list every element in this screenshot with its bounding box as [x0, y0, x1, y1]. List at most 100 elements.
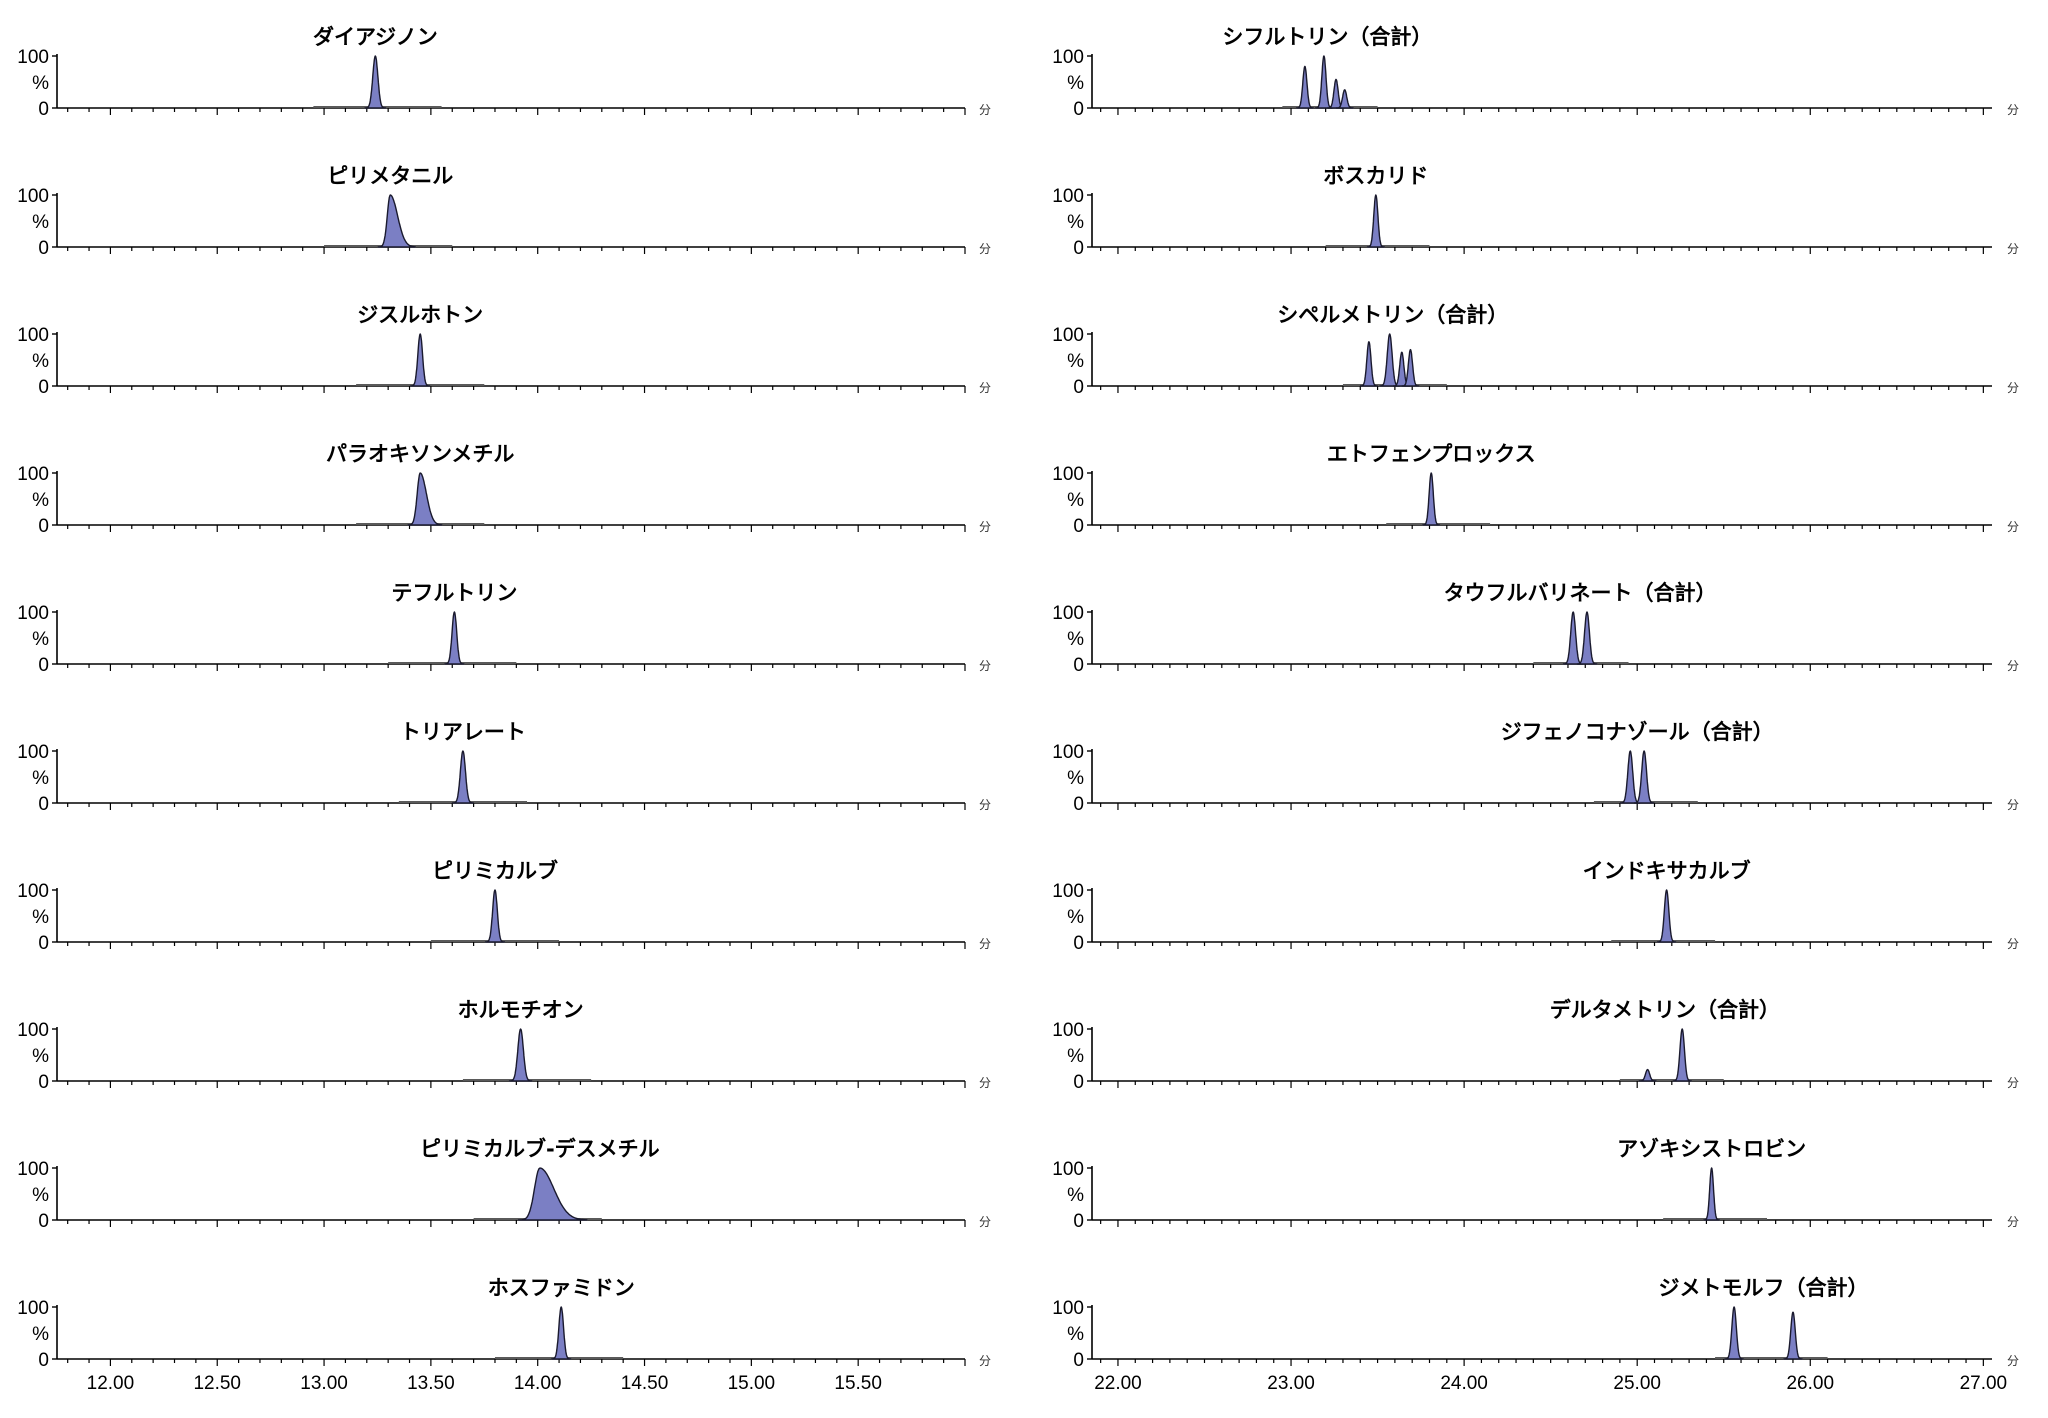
y-label-100: 100: [17, 1159, 49, 1180]
chromatogram-panel: ダイアジノン 100% 0 分: [17, 25, 991, 120]
chromatogram-peak: [1633, 750, 1655, 804]
y-label-0: 0: [1073, 794, 1084, 815]
y-label-100: 100: [17, 1298, 49, 1319]
y-label-percent: %: [1067, 1046, 1084, 1067]
chromatogram-peak: [1619, 750, 1641, 804]
y-label-percent: %: [32, 212, 49, 233]
y-label-0: 0: [1073, 99, 1084, 120]
chromatogram-peak: [484, 889, 506, 943]
chromatogram-peak: [1366, 194, 1385, 248]
chromatogram-panel: ジフェノコナゾール（合計） 100% 0 分: [1052, 720, 2019, 815]
y-label-percent: %: [32, 907, 49, 928]
y-label-0: 0: [1073, 1350, 1084, 1371]
x-unit-label: 分: [979, 103, 991, 117]
panel-title: タウフルバリネート（合計）: [1444, 581, 1717, 605]
panel-title: テフルトリン: [391, 581, 517, 605]
chromatogram-panel: インドキサカルブ 100% 0 分: [1052, 859, 2019, 954]
chromatogram-panel: デルタメトリン（合計） 100% 0 分: [1052, 998, 2019, 1093]
panel-title: シペルメトリン（合計）: [1277, 303, 1508, 327]
x-tick-label: 15.50: [834, 1373, 882, 1394]
panel-title: パラオキソンメチル: [326, 442, 514, 466]
x-unit-label: 分: [2007, 381, 2019, 395]
chromatogram-peak: [377, 194, 416, 248]
chromatogram-panel: ピリミカルブ 100% 0 分: [17, 859, 991, 954]
panel-title: デルタメトリン（合計）: [1550, 998, 1780, 1022]
y-label-percent: %: [32, 73, 49, 94]
y-label-0: 0: [1073, 1211, 1084, 1232]
chromatogram-panel: ホスファミドン 100% 0 分: [17, 1276, 991, 1371]
chromatogram-peak: [1295, 65, 1314, 109]
x-unit-label: 分: [2007, 103, 2019, 117]
chromatogram-peak: [1783, 1311, 1803, 1360]
panel-title: エトフェンプロックス: [1327, 442, 1536, 466]
chromatogram-panel: テフルトリン 100% 0 分: [17, 581, 991, 676]
y-label-100: 100: [17, 881, 49, 902]
x-tick-label: 13.50: [407, 1373, 455, 1394]
x-unit-label: 分: [2007, 937, 2019, 951]
y-label-100: 100: [1052, 1298, 1084, 1319]
y-label-percent: %: [1067, 907, 1084, 928]
x-unit-label: 分: [2007, 1076, 2019, 1090]
x-tick-label: 14.50: [621, 1373, 669, 1394]
x-unit-label: 分: [2007, 242, 2019, 256]
chromatogram-peak: [1379, 333, 1401, 387]
chromatogram-panel: エトフェンプロックス 100% 0 分: [1052, 442, 2019, 537]
y-label-percent: %: [32, 490, 49, 511]
x-unit-label: 分: [979, 937, 991, 951]
chromatogram-panel: シペルメトリン（合計） 100% 0 分: [1052, 303, 2019, 398]
chromatogram-peak: [1724, 1306, 1744, 1360]
y-label-100: 100: [17, 186, 49, 207]
chromatogram-panel: ジメトモルフ（合計） 100% 0 分: [1052, 1276, 2019, 1371]
panel-title: ボスカリド: [1323, 164, 1428, 188]
y-label-percent: %: [1067, 212, 1084, 233]
chromatogram-panel: ホルモチオン 100% 0 分: [17, 998, 991, 1093]
y-label-0: 0: [38, 1350, 49, 1371]
y-label-100: 100: [1052, 1159, 1084, 1180]
panel-title: ジメトモルフ（合計）: [1659, 1276, 1869, 1300]
panel-title: インドキサカルブ: [1583, 859, 1751, 883]
x-tick-label: 13.00: [300, 1373, 348, 1394]
y-label-0: 0: [1073, 238, 1084, 259]
chromatogram-peak: [444, 611, 465, 665]
chromatogram-panel: シフルトリン（合計） 100% 0 分: [1052, 25, 2019, 120]
x-tick-label: 26.00: [1786, 1373, 1834, 1394]
y-label-100: 100: [1052, 47, 1084, 68]
panel-title: ピリミカルブ-デスメチル: [420, 1137, 660, 1161]
panel-title: トリアレート: [400, 720, 526, 744]
y-label-0: 0: [38, 794, 49, 815]
chromatogram-panel: トリアレート 100% 0 分: [17, 720, 991, 815]
y-label-100: 100: [1052, 325, 1084, 346]
y-label-100: 100: [1052, 186, 1084, 207]
chromatogram-peak: [1401, 348, 1420, 387]
y-label-percent: %: [32, 1185, 49, 1206]
y-label-100: 100: [1052, 881, 1084, 902]
chromatogram-peak: [1576, 611, 1598, 665]
chromatogram-peak: [452, 750, 474, 804]
chromatogram-peak: [1638, 1068, 1657, 1082]
panel-title: シフルトリン（合計）: [1222, 25, 1432, 49]
y-label-0: 0: [38, 238, 49, 259]
panel-title: アゾキシストロビン: [1617, 1137, 1806, 1161]
x-unit-label: 分: [979, 1076, 991, 1090]
y-label-0: 0: [38, 1211, 49, 1232]
x-unit-label: 分: [2007, 1215, 2019, 1229]
panel-title: ピリメタニル: [327, 164, 453, 188]
y-label-0: 0: [38, 516, 49, 537]
y-label-percent: %: [1067, 768, 1084, 789]
y-label-100: 100: [17, 325, 49, 346]
chromatogram-peak: [1359, 341, 1378, 387]
chromatogram-peak: [517, 1167, 588, 1221]
y-label-100: 100: [1052, 464, 1084, 485]
x-tick-label: 15.00: [728, 1373, 776, 1394]
y-label-100: 100: [17, 603, 49, 624]
chromatogram-peak: [1314, 55, 1333, 109]
y-label-percent: %: [1067, 1185, 1084, 1206]
chromatogram-peak: [410, 333, 431, 387]
chromatogram-panel: アゾキシストロビン 100% 0 分: [1052, 1137, 2019, 1232]
panel-title: ジスルホトン: [357, 303, 483, 327]
chromatogram-peak: [1422, 472, 1441, 526]
y-label-0: 0: [1073, 655, 1084, 676]
y-label-0: 0: [38, 377, 49, 398]
